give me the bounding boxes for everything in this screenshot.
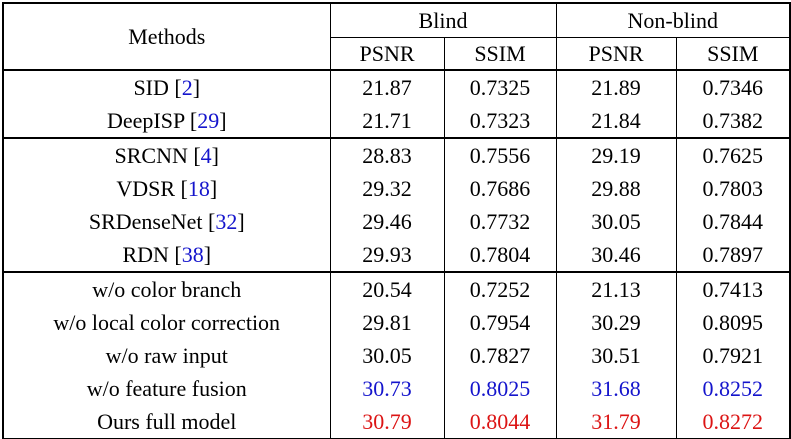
method-cell: DeepISP [29] xyxy=(2,104,331,138)
value-cell: 0.7325 xyxy=(443,69,557,104)
value-cell: 29.81 xyxy=(329,306,445,339)
value-cell: 0.7827 xyxy=(443,339,557,372)
table-row: Ours full model 30.79 0.8044 31.79 0.8272 xyxy=(2,405,791,439)
table-row: RDN [38] 29.93 0.7804 30.46 0.7897 xyxy=(2,238,791,272)
table-row: SRCNN [4] 28.83 0.7556 29.19 0.7625 xyxy=(2,137,791,172)
value-cell: 31.79 xyxy=(555,405,677,439)
value-cell: 0.7804 xyxy=(443,238,557,272)
value-cell: 30.05 xyxy=(329,339,445,372)
value-cell: 21.71 xyxy=(329,104,445,138)
value-cell: 0.7844 xyxy=(675,205,791,238)
method-cell: w/o color branch xyxy=(2,271,331,306)
value-cell: 21.13 xyxy=(555,271,677,306)
value-cell: 29.19 xyxy=(555,137,677,172)
table-row: w/o local color correction 29.81 0.7954 30.… xyxy=(2,306,791,339)
table-row: DeepISP [29] 21.71 0.7323 21.84 0.7382 xyxy=(2,104,791,138)
value-cell: 0.7413 xyxy=(675,271,791,306)
value-cell: 0.7625 xyxy=(675,137,791,172)
citation-link[interactable]: 18 xyxy=(187,175,210,201)
value-cell: 30.51 xyxy=(555,339,677,372)
table-row: w/o feature fusion 30.73 0.8025 31.68 0.8252 xyxy=(2,372,791,405)
method-cell: Ours full model xyxy=(2,405,331,439)
value-cell: 29.46 xyxy=(329,205,445,238)
header-group-nonblind: Non-blind xyxy=(555,3,791,38)
value-cell: 0.7252 xyxy=(443,271,557,306)
citation-link[interactable]: 4 xyxy=(200,142,212,168)
value-cell: 0.8025 xyxy=(443,372,557,405)
method-cell: w/o raw input xyxy=(2,339,331,372)
header-nonblind-psnr: PSNR xyxy=(555,37,677,71)
table-row: SID [2] 21.87 0.7325 21.89 0.7346 xyxy=(2,69,791,104)
value-cell: 30.79 xyxy=(329,405,445,439)
value-cell: 21.87 xyxy=(329,69,445,104)
method-cell: w/o feature fusion xyxy=(2,372,331,405)
header-blind-psnr: PSNR xyxy=(329,37,445,71)
table-row: w/o color branch 20.54 0.7252 21.13 0.7413 xyxy=(2,271,791,306)
value-cell: 0.7897 xyxy=(675,238,791,272)
header-row-metrics: PSNR SSIM PSNR SSIM xyxy=(3,37,791,71)
value-cell: 30.29 xyxy=(555,306,677,339)
value-cell: 0.7921 xyxy=(675,339,791,372)
header-blind-ssim: SSIM xyxy=(443,37,557,71)
method-cell: SRDenseNet [32] xyxy=(2,205,331,238)
value-cell: 0.8272 xyxy=(675,405,791,439)
method-cell: w/o local color correction xyxy=(2,306,331,339)
value-cell: 21.84 xyxy=(555,104,677,138)
value-cell: 0.7556 xyxy=(443,137,557,172)
citation-link[interactable]: 38 xyxy=(181,241,204,267)
results-table-body: SID [2] 21.87 0.7325 21.89 0.7346 DeepISP [29… xyxy=(2,69,791,439)
value-cell: 0.7954 xyxy=(443,306,557,339)
table-row: VDSR [18] 29.32 0.7686 29.88 0.7803 xyxy=(2,172,791,205)
value-cell: 20.54 xyxy=(329,271,445,306)
header-methods: Methods xyxy=(2,3,331,71)
value-cell: 29.88 xyxy=(555,172,677,205)
value-cell: 0.7732 xyxy=(443,205,557,238)
value-cell: 0.7382 xyxy=(675,104,791,138)
value-cell: 0.8044 xyxy=(443,405,557,439)
citation-link[interactable]: 29 xyxy=(197,107,220,133)
header-group-blind: Blind xyxy=(329,3,557,38)
value-cell: 0.7803 xyxy=(675,172,791,205)
citation-link[interactable]: 2 xyxy=(181,74,193,100)
citation-link[interactable]: 32 xyxy=(215,208,238,234)
method-cell: SRCNN [4] xyxy=(2,137,331,172)
method-cell: RDN [38] xyxy=(2,238,331,272)
value-cell: 28.83 xyxy=(329,137,445,172)
value-cell: 30.46 xyxy=(555,238,677,272)
value-cell: 0.7686 xyxy=(443,172,557,205)
table-row: SRDenseNet [32] 29.46 0.7732 30.05 0.7844 xyxy=(2,205,791,238)
value-cell: 0.7323 xyxy=(443,104,557,138)
method-cell: VDSR [18] xyxy=(2,172,331,205)
value-cell: 0.8095 xyxy=(675,306,791,339)
value-cell: 0.7346 xyxy=(675,69,791,104)
value-cell: 29.32 xyxy=(329,172,445,205)
value-cell: 31.68 xyxy=(555,372,677,405)
header-nonblind-ssim: SSIM xyxy=(675,37,791,71)
method-cell: SID [2] xyxy=(2,69,331,104)
header-row-groups: Methods Blind Non-blind xyxy=(2,3,791,71)
value-cell: 29.93 xyxy=(329,238,445,272)
value-cell: 21.89 xyxy=(555,69,677,104)
value-cell: 30.05 xyxy=(555,205,677,238)
table-row: w/o raw input 30.05 0.7827 30.51 0.7921 xyxy=(2,339,791,372)
value-cell: 0.8252 xyxy=(675,372,791,405)
value-cell: 30.73 xyxy=(329,372,445,405)
